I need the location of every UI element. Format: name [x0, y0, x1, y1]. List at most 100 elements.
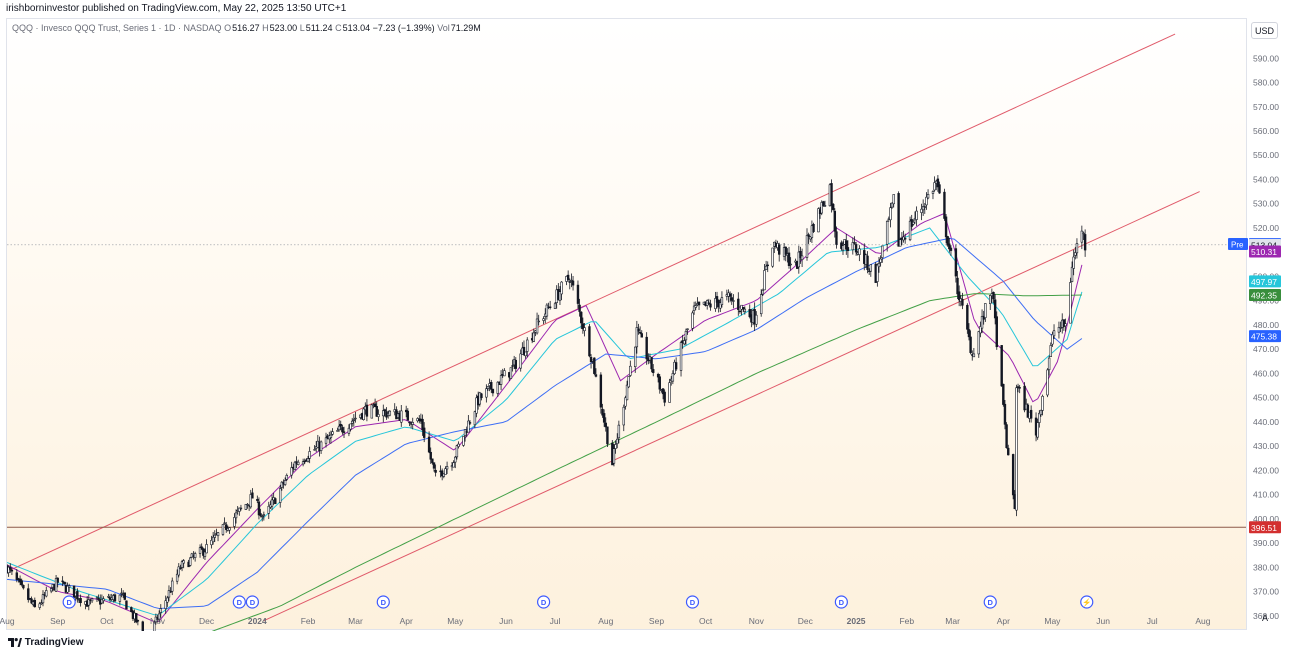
candle	[658, 376, 661, 390]
candle	[661, 388, 665, 395]
x-tick-label: Sep	[649, 616, 664, 626]
candle	[566, 274, 570, 280]
candle	[319, 441, 323, 451]
candle	[429, 451, 432, 460]
candle	[526, 339, 529, 352]
candle	[936, 178, 940, 188]
candle	[261, 515, 264, 518]
candle	[491, 388, 495, 394]
x-tick-label: Feb	[301, 616, 316, 626]
dividend-marker	[834, 595, 848, 609]
candle	[926, 194, 930, 199]
candle	[992, 291, 995, 300]
candle	[339, 424, 342, 427]
close-value: 513.04	[342, 23, 371, 33]
candle	[634, 346, 637, 368]
x-tick-label: Mar	[945, 616, 960, 626]
candle	[283, 480, 287, 485]
candle	[457, 443, 460, 447]
candle	[853, 242, 856, 244]
x-tick-label: Jul	[1147, 616, 1158, 626]
candle	[846, 247, 850, 252]
candle	[931, 191, 935, 194]
dividend-marker	[376, 595, 390, 609]
candle	[831, 203, 835, 210]
candle	[171, 580, 174, 592]
candle	[908, 220, 912, 241]
candle	[107, 596, 110, 598]
y-tick-label: 470.00	[1253, 344, 1279, 354]
x-tick-label: Oct	[699, 616, 713, 626]
candle	[548, 306, 552, 308]
auto-scale-button[interactable]: A	[1262, 613, 1269, 623]
tradingview-logo-icon	[8, 637, 22, 647]
candle	[362, 408, 365, 420]
candle	[903, 238, 907, 240]
candle	[1064, 323, 1067, 327]
dividend-marker	[232, 595, 246, 609]
candle	[514, 359, 517, 369]
symbol-name[interactable]: QQQ · Invesco QQQ Trust, Series 1 · 1D ·…	[12, 23, 222, 33]
candle	[49, 588, 53, 592]
candle	[87, 599, 91, 606]
candle	[977, 331, 980, 355]
candle	[954, 248, 958, 277]
candle	[153, 622, 156, 631]
candle	[279, 488, 282, 503]
candle	[876, 264, 879, 282]
candle	[422, 427, 426, 438]
candle	[854, 244, 858, 253]
candle	[967, 329, 971, 338]
dividend-marker-label: D	[381, 598, 387, 607]
candle	[454, 456, 457, 463]
candle	[720, 297, 724, 306]
candle	[331, 431, 334, 435]
candle	[537, 320, 540, 323]
candle	[177, 566, 180, 576]
candle	[33, 599, 37, 608]
candle	[912, 221, 915, 225]
y-tick-label: 590.00	[1253, 53, 1279, 63]
candle	[113, 594, 117, 602]
y-tick-label: 400.00	[1253, 514, 1279, 524]
candle	[728, 293, 732, 297]
ma_green-line	[211, 293, 1082, 631]
currency-button[interactable]: USD	[1251, 22, 1278, 39]
open-value: 516.27	[232, 23, 260, 33]
x-tick-label: Apr	[400, 616, 413, 626]
candle	[972, 353, 976, 358]
candle	[817, 208, 820, 233]
candle	[239, 507, 243, 510]
y-tick-label: 520.00	[1253, 223, 1279, 233]
candle	[820, 202, 823, 214]
candle	[100, 599, 104, 604]
candle	[141, 621, 144, 631]
candle	[20, 580, 23, 585]
candle	[679, 342, 683, 371]
candle	[244, 504, 248, 510]
candle	[899, 239, 902, 247]
candle	[1041, 395, 1044, 411]
candle	[370, 404, 374, 419]
candle	[851, 242, 855, 251]
candle	[715, 296, 719, 303]
candle	[707, 302, 711, 304]
candle	[167, 590, 171, 598]
candle	[957, 291, 961, 301]
chart-pane[interactable]	[6, 18, 1247, 630]
candle	[627, 376, 630, 388]
candle	[943, 191, 946, 219]
dividend-marker	[983, 595, 997, 609]
price-label-513-04: 513.04	[1251, 240, 1277, 250]
candle	[90, 598, 94, 602]
candle	[589, 356, 593, 363]
candle	[993, 299, 997, 319]
price-label-475-38: 475.38	[1251, 332, 1277, 342]
candle	[467, 420, 470, 433]
tradingview-logo[interactable]: TradingView	[8, 637, 84, 648]
candle	[213, 534, 216, 538]
x-tick-label: May	[1044, 616, 1061, 626]
candle	[262, 514, 266, 516]
candle	[440, 470, 444, 477]
